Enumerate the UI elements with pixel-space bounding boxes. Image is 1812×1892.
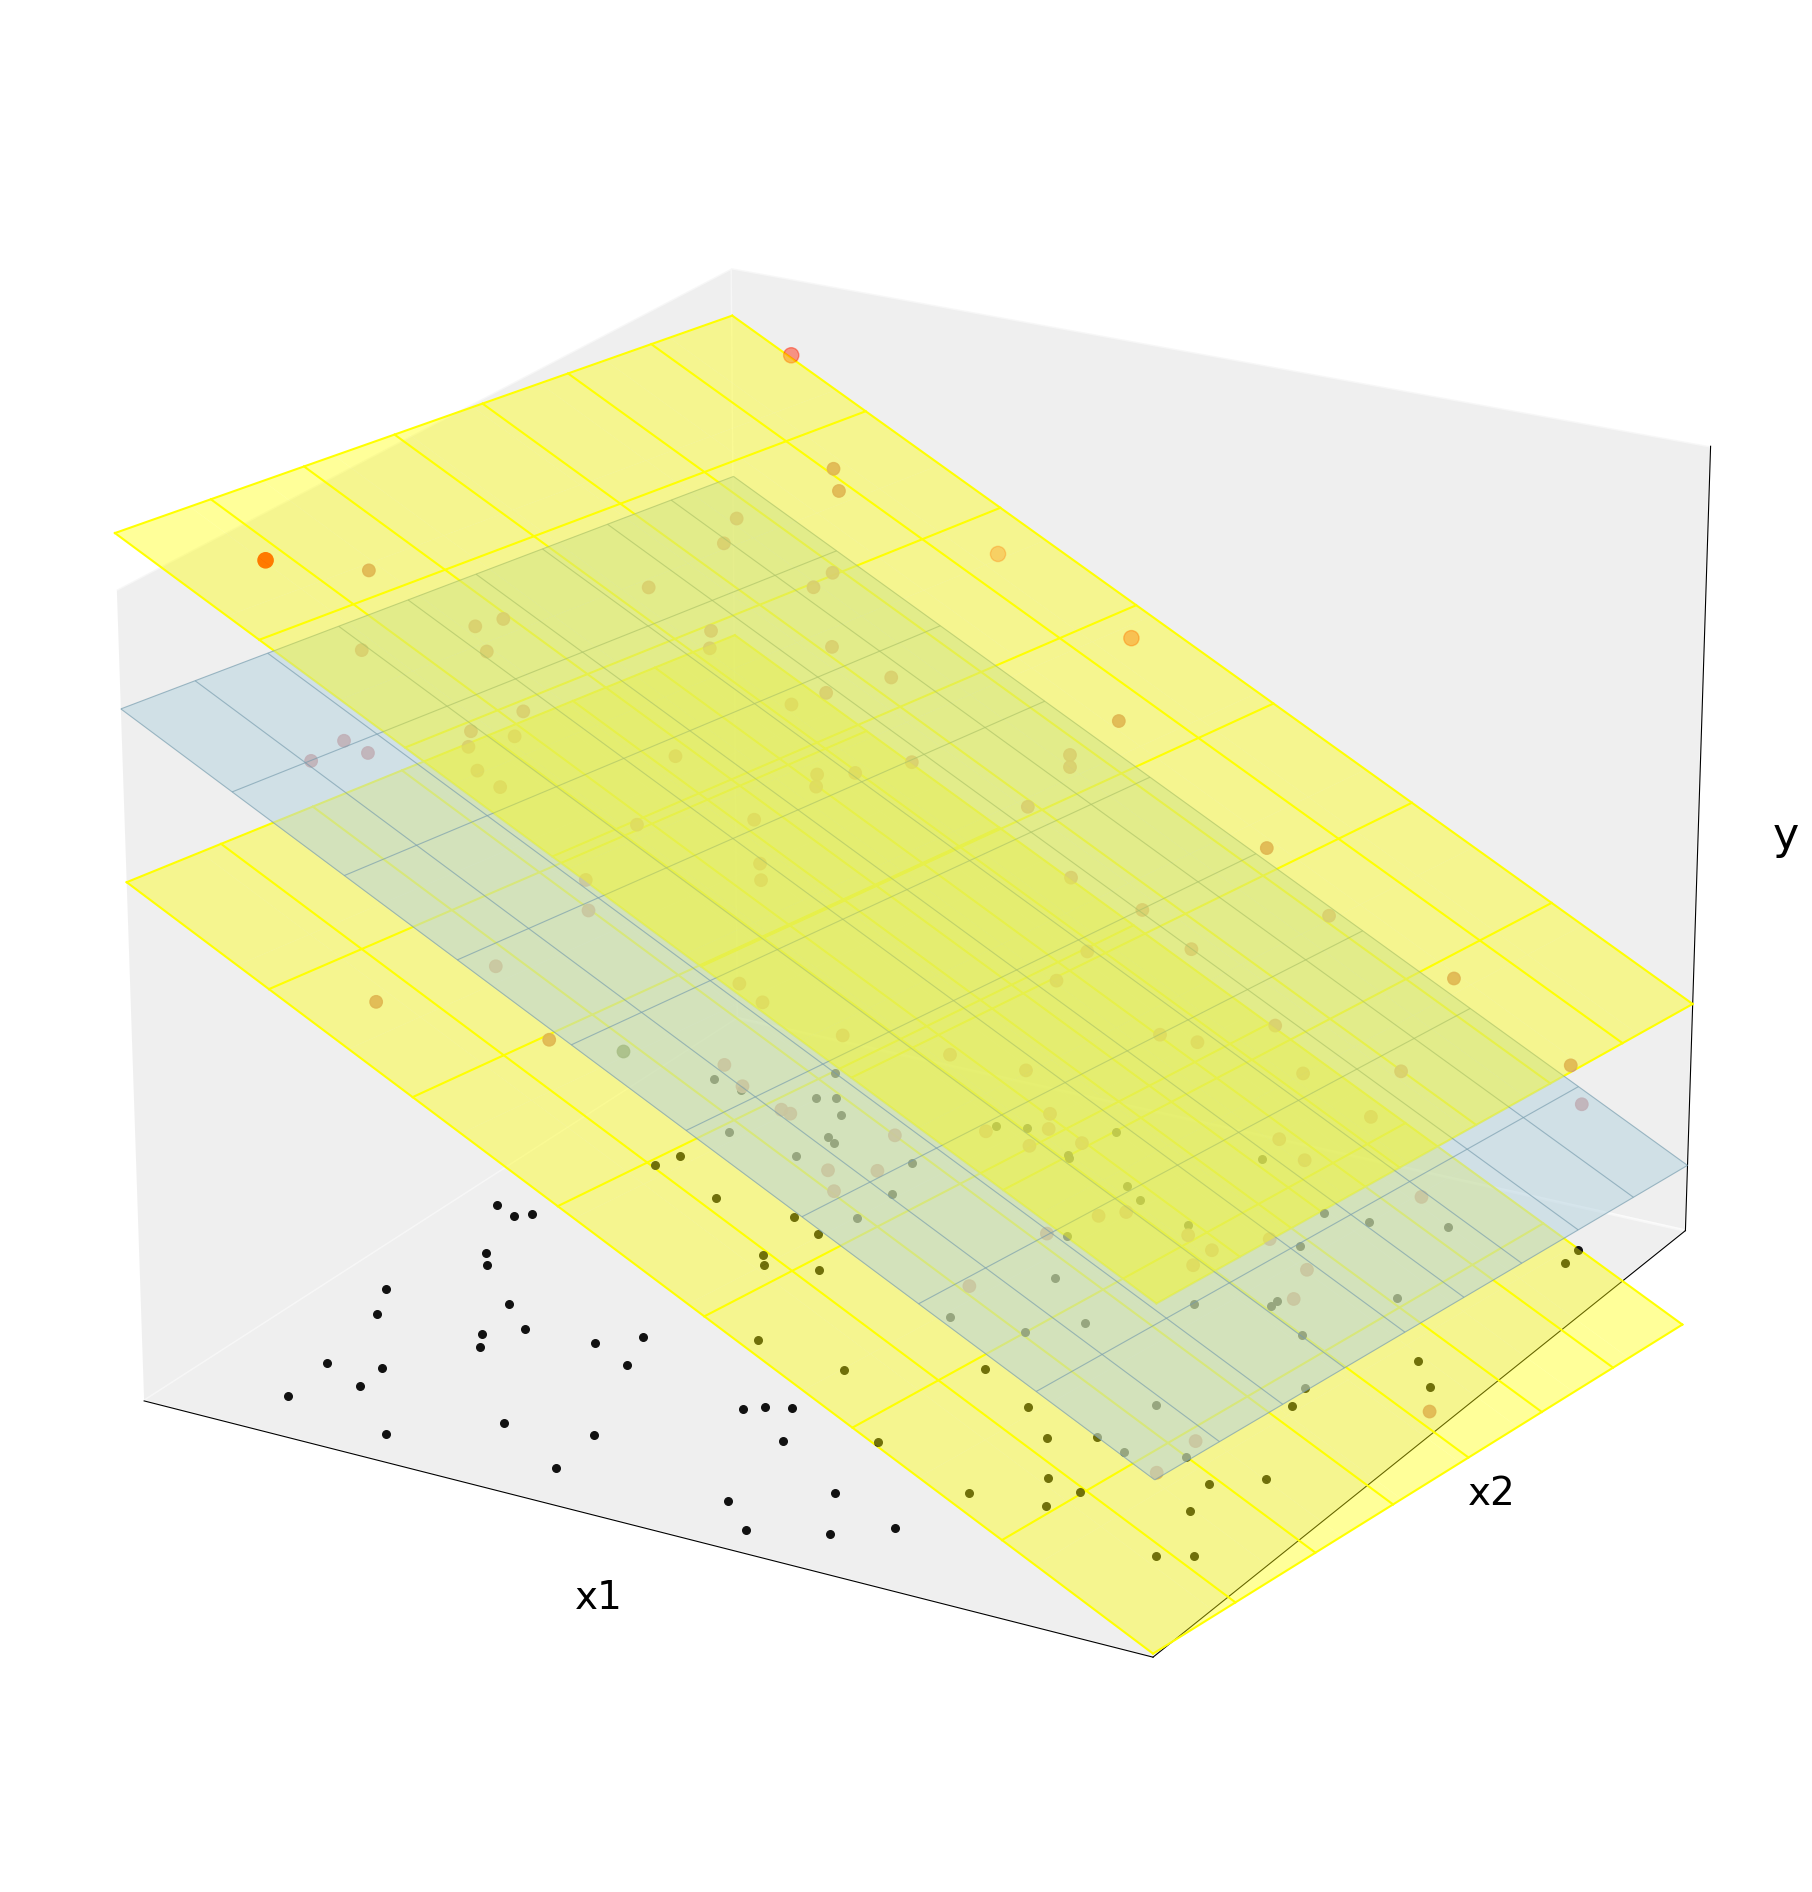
Y-axis label: x2: x2 (1468, 1476, 1515, 1514)
X-axis label: x1: x1 (574, 1580, 622, 1618)
